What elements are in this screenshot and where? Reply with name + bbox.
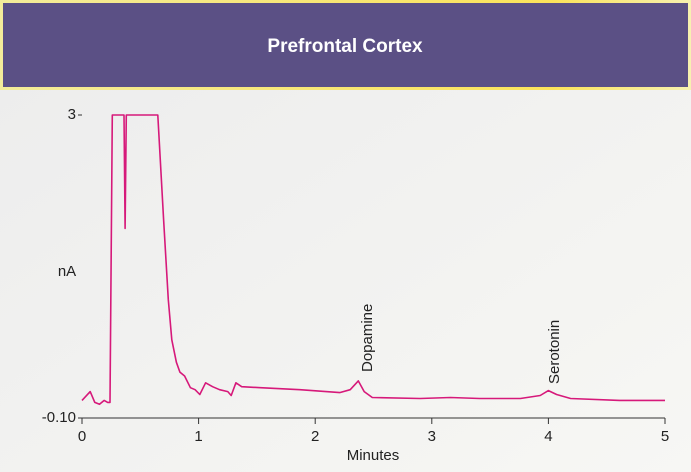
x-tick-label: 0	[78, 428, 86, 445]
annotation: Serotonin	[546, 320, 563, 384]
y-tick-label: -0.10	[42, 409, 76, 426]
y-axis-label: nA	[58, 263, 76, 280]
header	[3, 3, 688, 87]
x-tick-label: 3	[428, 428, 436, 445]
trace	[81, 114, 665, 406]
chart-title: Prefrontal Cortex	[267, 36, 423, 57]
annotation: Dopamine	[359, 304, 376, 372]
x-tick-label: 1	[194, 428, 202, 445]
x-tick-label: 4	[544, 428, 552, 445]
x-axis-label: Minutes	[347, 447, 400, 464]
x-tick-label: 5	[661, 428, 669, 445]
y-tick-label: 3	[68, 106, 76, 123]
x-tick-label: 2	[311, 428, 319, 445]
